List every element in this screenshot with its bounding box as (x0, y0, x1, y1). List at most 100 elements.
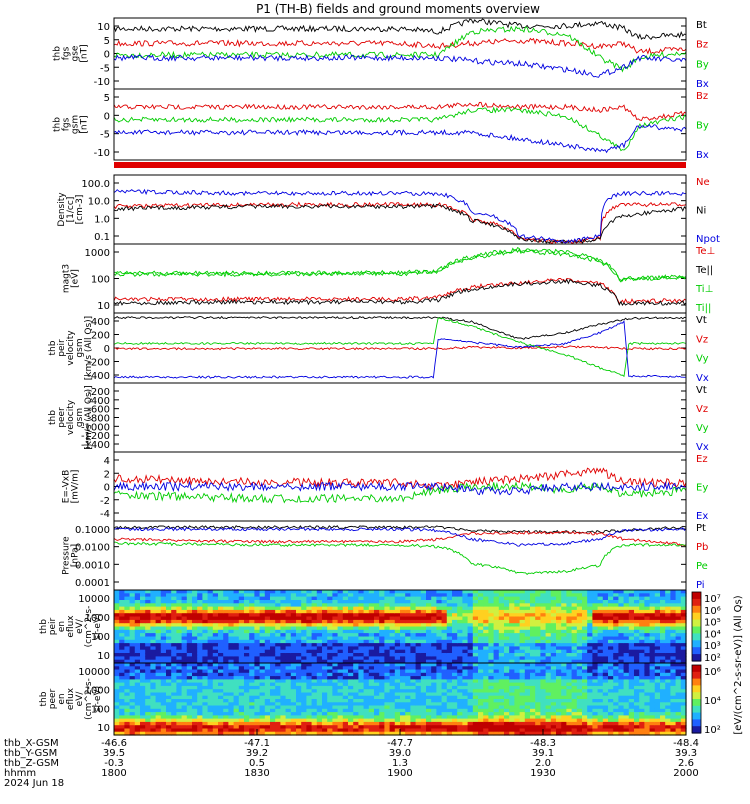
spectrogram-cell (655, 597, 661, 601)
spectrogram-cell (306, 633, 312, 637)
spectrogram-cell (608, 597, 614, 601)
spectrogram-cell (197, 633, 203, 637)
spectrogram-cell (218, 653, 224, 657)
spectrogram-cell (286, 597, 292, 601)
spectrogram-cell (530, 653, 536, 657)
spectrogram-cell (296, 653, 302, 657)
spectrogram-cell (514, 633, 520, 637)
spectrogram-cell (488, 617, 494, 621)
spectrogram-cell (618, 617, 624, 621)
spectrogram-cell (213, 597, 219, 601)
spectrogram-cell (364, 653, 370, 657)
spectrogram-cell (182, 597, 188, 601)
spectrogram-cell (655, 617, 661, 621)
spectrogram-cell (462, 617, 468, 621)
spectrogram-cell (338, 617, 344, 621)
spectrogram-cell (270, 653, 276, 657)
spectrogram-cell (254, 633, 260, 637)
separator-bar (114, 162, 686, 168)
spectrogram-cell (135, 597, 141, 601)
panel-frame (114, 244, 686, 313)
spectrogram-cell (343, 633, 349, 637)
spectrogram-cell (343, 617, 349, 621)
panel-3: 100.010.01.00.1Density[1/cc][cm-3]NeNiNp… (57, 175, 720, 245)
spectrogram-cell (514, 597, 520, 601)
spectrogram-cell (390, 653, 396, 657)
spectrogram-cell (416, 633, 422, 637)
spectrogram-cell (291, 597, 297, 601)
spectrogram-cell (187, 653, 193, 657)
series-line-By (114, 108, 686, 151)
spectrogram-cell (639, 633, 645, 637)
y-tick-label: 10 (97, 723, 110, 734)
y-axis-label-line: sr-eV) (93, 686, 103, 712)
spectrogram-cell (540, 653, 546, 657)
spectrogram-cell (514, 653, 520, 657)
series-line-Pi (114, 528, 686, 546)
spectrogram-cell (322, 617, 328, 621)
spectrogram-cell (322, 597, 328, 601)
spectrogram-cell (291, 633, 297, 637)
spectrogram-cell (192, 617, 198, 621)
spectrogram-cell (535, 617, 541, 621)
spectrogram-cell (426, 633, 432, 637)
spectrogram-cell (520, 617, 526, 621)
y-tick-label: 1.0 (94, 214, 110, 225)
spectrogram-cell (426, 617, 432, 621)
spectrogram-cell (119, 633, 125, 637)
spectrogram-cell (598, 597, 604, 601)
spectrogram-cell (442, 617, 448, 621)
spectrogram-cell (478, 597, 484, 601)
spectrogram-cell (520, 633, 526, 637)
spectrogram-cell (249, 653, 255, 657)
spectrogram-cell (374, 597, 380, 601)
spectrogram-cell (613, 617, 619, 621)
spectrogram-cell (213, 633, 219, 637)
spectrogram-cell (166, 617, 172, 621)
spectrogram-cell (592, 653, 598, 657)
spectrogram-cell (353, 633, 359, 637)
spectrogram-cell (457, 617, 463, 621)
spectrogram-cell (670, 633, 676, 637)
legend-entry: Bx (696, 79, 709, 90)
spectrogram-cell (254, 617, 260, 621)
legend-entry: Bt (696, 20, 707, 31)
spectrogram-cell (254, 653, 260, 657)
spectrogram-cell (603, 617, 609, 621)
spectrogram-cell (582, 617, 588, 621)
y-tick-label: 0 (104, 111, 110, 122)
spectrogram-cell (119, 617, 125, 621)
spectrogram-cell (244, 597, 250, 601)
spectrogram-cell (592, 597, 598, 601)
spectrogram-cell (306, 653, 312, 657)
panel-frame (114, 521, 686, 590)
spectrogram-cell (140, 597, 146, 601)
spectrogram-cell (317, 617, 323, 621)
spectrogram-cell (286, 617, 292, 621)
spectrogram-cell (234, 617, 240, 621)
spectrogram-cell (546, 633, 552, 637)
spectrogram-cell (296, 597, 302, 601)
spectrogram-cell (676, 597, 682, 601)
panel-frame (114, 383, 686, 452)
spectrogram-cell (603, 597, 609, 601)
spectrogram-cell (369, 597, 375, 601)
spectrogram-cell (338, 597, 344, 601)
spectrogram-cell (644, 653, 650, 657)
spectrogram-cell (442, 653, 448, 657)
spectrogram-cell (280, 597, 286, 601)
spectrogram-cell (182, 617, 188, 621)
spectrogram-cell (213, 653, 219, 657)
spectrogram-cell (369, 617, 375, 621)
spectrogram-cell (156, 617, 162, 621)
spectrogram-cell (166, 653, 172, 657)
spectrogram-cell (665, 653, 671, 657)
spectrogram-cell (478, 653, 484, 657)
spectrogram-cell (286, 653, 292, 657)
legend-entry: Vt (696, 315, 707, 326)
